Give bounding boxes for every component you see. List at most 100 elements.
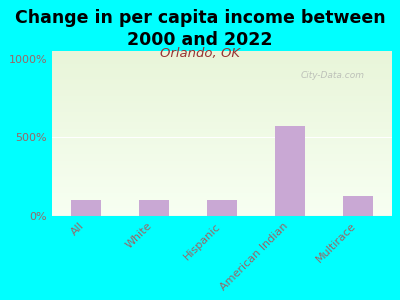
Bar xyxy=(52,80,392,81)
Bar xyxy=(52,138,392,139)
Bar xyxy=(52,124,392,125)
Bar xyxy=(52,153,392,154)
Bar xyxy=(52,140,392,141)
Text: Orlando, OK: Orlando, OK xyxy=(160,46,240,59)
Bar xyxy=(52,168,392,169)
Bar xyxy=(52,214,392,215)
Bar xyxy=(52,73,392,74)
Bar xyxy=(52,179,392,180)
Bar xyxy=(52,84,392,85)
Bar xyxy=(52,127,392,128)
Bar xyxy=(52,137,392,138)
Bar xyxy=(52,206,392,207)
Bar xyxy=(52,133,392,134)
Bar xyxy=(52,165,392,166)
Bar xyxy=(52,209,392,210)
Bar xyxy=(52,72,392,73)
Bar xyxy=(52,207,392,208)
Bar xyxy=(52,88,392,89)
Bar xyxy=(52,139,392,140)
Bar xyxy=(52,61,392,62)
Bar xyxy=(52,200,392,201)
Bar xyxy=(52,151,392,152)
Bar xyxy=(52,60,392,61)
Bar xyxy=(52,58,392,59)
Bar xyxy=(52,52,392,53)
Bar xyxy=(52,176,392,177)
Bar xyxy=(52,54,392,55)
Bar xyxy=(52,141,392,142)
Bar xyxy=(52,213,392,214)
Bar xyxy=(52,205,392,206)
Bar xyxy=(52,126,392,127)
Bar xyxy=(52,98,392,99)
Bar xyxy=(52,208,392,209)
Bar xyxy=(52,163,392,164)
Bar xyxy=(52,120,392,121)
Bar xyxy=(52,66,392,67)
Bar xyxy=(52,81,392,82)
Bar xyxy=(52,125,392,126)
Bar xyxy=(52,71,392,72)
Bar xyxy=(52,128,392,129)
Bar xyxy=(52,211,392,212)
Bar xyxy=(52,65,392,66)
Bar xyxy=(52,142,392,143)
Bar xyxy=(343,196,373,216)
Bar xyxy=(52,171,392,172)
Bar xyxy=(52,203,392,204)
Bar xyxy=(52,154,392,155)
Bar xyxy=(52,121,392,122)
Bar xyxy=(52,77,392,78)
Bar xyxy=(52,53,392,54)
Bar xyxy=(52,192,392,193)
Bar xyxy=(52,93,392,94)
Bar xyxy=(52,160,392,161)
Bar xyxy=(52,116,392,117)
Bar xyxy=(52,183,392,184)
Bar xyxy=(52,74,392,75)
Bar xyxy=(52,172,392,173)
Bar xyxy=(52,143,392,144)
Bar xyxy=(52,101,392,102)
Bar xyxy=(52,94,392,95)
Bar xyxy=(52,190,392,191)
Bar xyxy=(52,210,392,211)
Bar xyxy=(52,150,392,151)
Bar xyxy=(52,83,392,84)
Bar xyxy=(52,129,392,130)
Bar xyxy=(52,105,392,106)
Bar xyxy=(52,108,392,109)
Bar xyxy=(52,170,392,171)
Bar xyxy=(52,132,392,133)
Bar xyxy=(52,144,392,145)
Bar xyxy=(52,159,392,160)
Bar xyxy=(52,104,392,105)
Bar xyxy=(52,96,392,97)
Bar xyxy=(52,75,392,76)
Bar xyxy=(52,135,392,136)
Bar xyxy=(52,70,392,71)
Bar xyxy=(207,200,237,216)
Bar xyxy=(52,156,392,157)
Bar xyxy=(52,173,392,174)
Bar xyxy=(52,157,392,158)
Bar xyxy=(52,167,392,168)
Bar xyxy=(52,177,392,178)
Bar xyxy=(52,118,392,119)
Bar xyxy=(52,69,392,70)
Bar xyxy=(52,97,392,98)
Bar xyxy=(52,110,392,111)
Bar xyxy=(52,86,392,87)
Bar xyxy=(139,200,169,216)
Bar xyxy=(52,67,392,68)
Bar xyxy=(52,117,392,118)
Bar xyxy=(52,107,392,108)
Bar xyxy=(52,204,392,205)
Bar xyxy=(52,56,392,57)
Bar xyxy=(52,180,392,181)
Bar xyxy=(52,114,392,115)
Bar xyxy=(52,106,392,107)
Bar xyxy=(52,109,392,110)
Bar xyxy=(52,196,392,197)
